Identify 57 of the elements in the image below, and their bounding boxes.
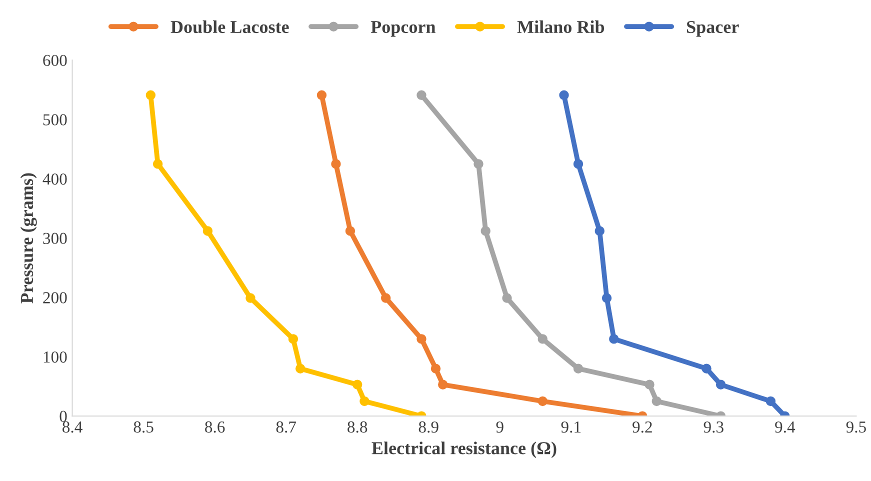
point (538, 396, 548, 406)
legend-label: Milano Rib (517, 20, 604, 34)
x-tick-label: 8.4 (62, 421, 82, 433)
point (331, 159, 341, 169)
y-axis-title: Pressure (grams) (20, 173, 37, 304)
y-tick-label: 200 (43, 292, 67, 304)
point (716, 380, 726, 390)
point (416, 334, 426, 344)
x-tick-label: 9.3 (704, 421, 724, 433)
y-tick-label: 100 (44, 351, 67, 363)
x-tick-label: 9.1 (561, 421, 581, 433)
point (702, 364, 712, 374)
point (652, 396, 662, 406)
point (480, 226, 490, 236)
point (360, 396, 370, 406)
x-tick-label: 8.9 (418, 421, 438, 433)
x-axis-title: Electrical resistance (Ω) (372, 442, 556, 458)
point (152, 159, 163, 169)
legend-label: Spacer (687, 20, 739, 37)
point (594, 226, 605, 236)
point (559, 90, 569, 100)
point (474, 159, 484, 169)
x-tick-label: 8.7 (276, 421, 296, 433)
point (345, 226, 356, 236)
legend-label: Popcorn (370, 21, 436, 37)
point (438, 380, 448, 390)
x-tick-label: 8.5 (134, 421, 154, 433)
y-tick-label: 0 (60, 410, 67, 422)
point (502, 293, 512, 303)
x-tick-label: 9.5 (846, 421, 866, 433)
point (146, 90, 156, 100)
point (538, 334, 548, 344)
point (573, 364, 584, 374)
legend-label: Double Lacoste (170, 20, 289, 34)
x-tick-label: 9.4 (775, 421, 796, 433)
point (644, 380, 654, 390)
point (766, 396, 776, 406)
point (295, 364, 306, 374)
y-tick-label: 600 (43, 54, 67, 66)
point (288, 334, 298, 344)
x-tick-label: 8.8 (348, 421, 368, 433)
y-tick-label: 300 (43, 232, 67, 244)
point (573, 159, 584, 169)
x-tick-label: 8.6 (205, 421, 225, 433)
point (352, 380, 362, 390)
y-tick-label: 500 (43, 114, 67, 126)
point (316, 90, 327, 100)
point (416, 90, 426, 100)
point (246, 293, 256, 303)
point (602, 293, 612, 303)
point (380, 293, 391, 303)
y-tick-label: 400 (42, 173, 67, 185)
point (202, 226, 213, 236)
x-tick-label: 9.2 (632, 421, 652, 433)
point (430, 364, 441, 374)
point (609, 334, 619, 344)
x-tick-label: 9 (496, 421, 504, 433)
